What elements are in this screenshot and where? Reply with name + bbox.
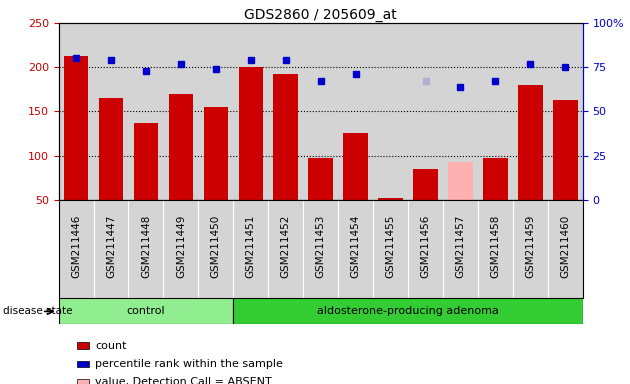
Bar xyxy=(483,158,508,200)
Bar xyxy=(134,123,158,200)
Text: GSM211454: GSM211454 xyxy=(351,214,360,278)
Text: GSM211447: GSM211447 xyxy=(106,214,116,278)
Text: GSM211458: GSM211458 xyxy=(490,214,500,278)
Text: percentile rank within the sample: percentile rank within the sample xyxy=(95,359,283,369)
Text: GSM211457: GSM211457 xyxy=(455,214,466,278)
Text: GSM211448: GSM211448 xyxy=(141,214,151,278)
Bar xyxy=(169,94,193,200)
Bar xyxy=(518,85,542,200)
Bar xyxy=(273,74,298,200)
Text: count: count xyxy=(95,341,127,351)
Text: GSM211450: GSM211450 xyxy=(211,214,221,278)
Text: control: control xyxy=(127,306,165,316)
Bar xyxy=(448,162,472,200)
Text: disease state: disease state xyxy=(3,306,72,316)
Text: GSM211446: GSM211446 xyxy=(71,214,81,278)
Text: value, Detection Call = ABSENT: value, Detection Call = ABSENT xyxy=(95,377,272,384)
Bar xyxy=(379,198,403,200)
Bar xyxy=(309,158,333,200)
Bar xyxy=(99,98,123,200)
Bar xyxy=(233,298,583,324)
Text: GSM211451: GSM211451 xyxy=(246,214,256,278)
Bar xyxy=(413,169,438,200)
Title: GDS2860 / 205609_at: GDS2860 / 205609_at xyxy=(244,8,397,22)
Text: GSM211455: GSM211455 xyxy=(386,214,396,278)
Text: GSM211449: GSM211449 xyxy=(176,214,186,278)
Text: GSM211452: GSM211452 xyxy=(281,214,290,278)
Bar xyxy=(203,107,228,200)
Bar xyxy=(553,100,578,200)
Bar xyxy=(343,134,368,200)
Text: aldosterone-producing adenoma: aldosterone-producing adenoma xyxy=(317,306,499,316)
Bar xyxy=(59,298,233,324)
Text: GSM211453: GSM211453 xyxy=(316,214,326,278)
Text: GSM211460: GSM211460 xyxy=(560,214,570,278)
Bar xyxy=(64,56,88,200)
Text: GSM211459: GSM211459 xyxy=(525,214,536,278)
Text: GSM211456: GSM211456 xyxy=(420,214,430,278)
Bar xyxy=(239,67,263,200)
